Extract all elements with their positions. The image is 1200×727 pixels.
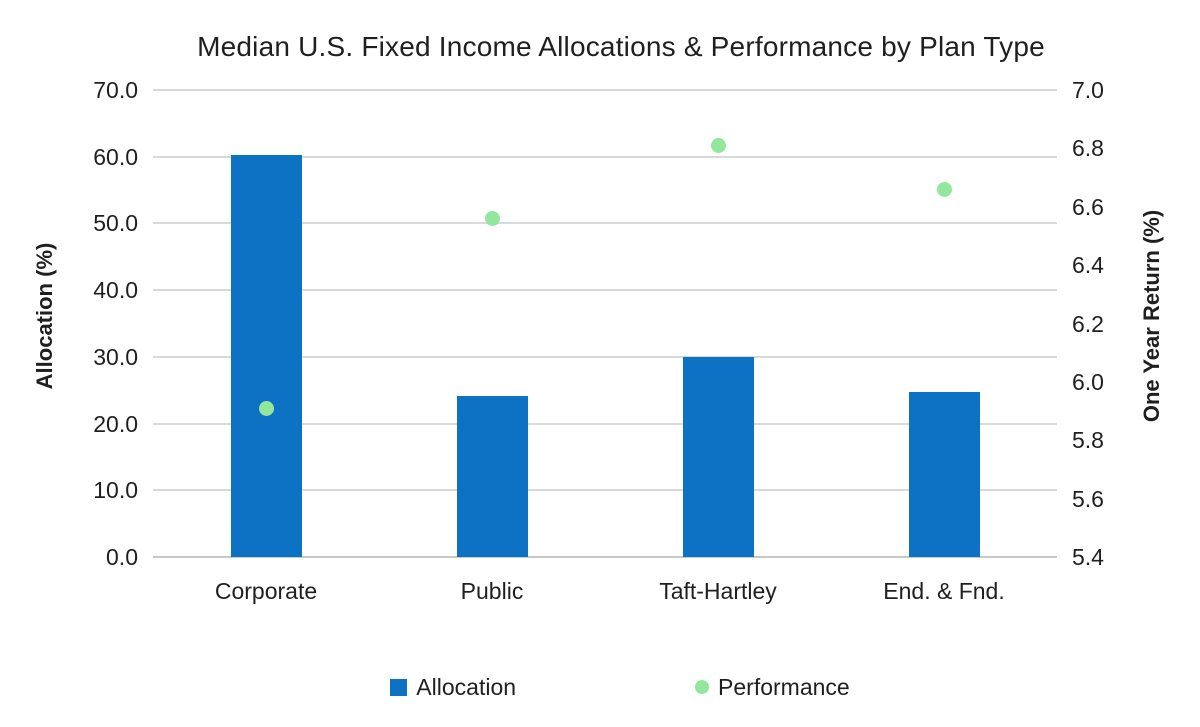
- chart-title: Median U.S. Fixed Income Allocations & P…: [197, 31, 1045, 62]
- legend-label-allocation: Allocation: [416, 673, 517, 700]
- bar-end-fnd: [908, 392, 980, 557]
- right-axis-tick-label: 5.6: [1072, 485, 1104, 512]
- legend-circle-swatch-performance: [695, 680, 710, 694]
- bar-taft-hartley: [682, 356, 754, 557]
- scatter-point-end-fnd: [936, 181, 952, 197]
- right-axis-title: One Year Return (%): [1139, 209, 1164, 423]
- category-label-corporate: Corporate: [214, 578, 318, 604]
- legend-item-performance: Performance: [695, 674, 850, 701]
- gridline: [153, 222, 1057, 225]
- scatter-point-public: [484, 210, 500, 226]
- right-axis-tick-label: 6.2: [1072, 310, 1104, 337]
- plot-area: [153, 89, 1057, 558]
- right-axis-tick-label: 6.6: [1072, 193, 1104, 220]
- gridline: [153, 155, 1057, 158]
- gridline: [153, 489, 1057, 492]
- x-axis-line: [153, 556, 1057, 558]
- left-axis-tick-label: 10.0: [93, 477, 138, 504]
- left-axis-tick-label: 50.0: [93, 210, 138, 237]
- gridline: [153, 422, 1057, 425]
- right-axis-tick-label: 6.0: [1072, 368, 1104, 395]
- right-axis-tick-label: 5.4: [1072, 544, 1104, 570]
- left-axis-tick-label: 20.0: [93, 410, 138, 437]
- right-axis-tick-label: 6.4: [1072, 252, 1104, 279]
- gridline: [153, 355, 1057, 358]
- scatter-point-corporate: [258, 400, 274, 416]
- bar-public: [456, 395, 528, 557]
- left-axis-tick-label: 0.0: [106, 544, 138, 570]
- scatter-point-taft-hartley: [710, 137, 726, 153]
- right-axis-tick-label: 5.8: [1072, 427, 1104, 454]
- left-axis-tick-label: 60.0: [93, 143, 138, 170]
- legend-item-allocation: Allocation: [390, 674, 516, 701]
- legend-label-performance: Performance: [718, 673, 850, 700]
- right-axis-tick-label: 6.8: [1072, 135, 1104, 162]
- legend-square-swatch-allocation: [390, 678, 408, 696]
- bar-corporate: [230, 154, 302, 557]
- left-axis-tick-label: 30.0: [93, 343, 138, 370]
- category-label-taft-hartley: Taft-Hartley: [659, 578, 777, 604]
- category-label-end-fnd: End. & Fnd.: [883, 578, 1005, 604]
- legend: Allocation Performance: [0, 672, 1200, 702]
- gridline: [153, 289, 1057, 292]
- category-label-public: Public: [460, 578, 524, 604]
- left-axis-tick-label: 40.0: [93, 277, 138, 304]
- left-axis-tick-label: 70.0: [93, 77, 138, 103]
- right-axis-tick-label: 7.0: [1072, 77, 1104, 103]
- gridline: [153, 89, 1057, 91]
